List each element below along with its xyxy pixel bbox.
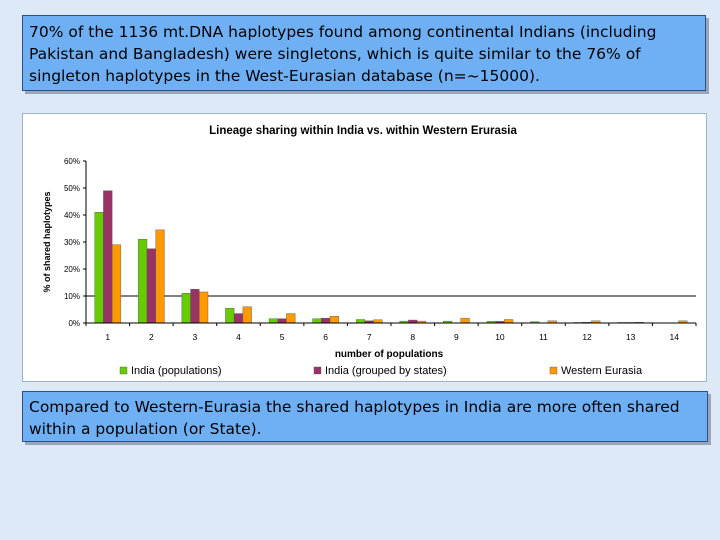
x-tick-label: 5 [280,332,285,342]
bar [460,317,470,324]
x-axis-label: number of populations [335,349,444,360]
bar [146,248,156,324]
x-tick-label: 7 [367,332,372,342]
x-tick-label: 14 [669,332,679,342]
legend-swatch [549,366,558,375]
bar [199,291,209,324]
x-tick-label: 10 [495,332,505,342]
bar [355,319,366,324]
chart-frame: Lineage sharing within India vs. within … [22,113,707,382]
bar [94,212,104,324]
y-tick-label: 30% [64,238,80,247]
bar [155,229,165,324]
y-tick-label: 60% [64,157,80,166]
bar [181,293,191,324]
y-tick-label: 40% [64,211,80,220]
bar [190,289,200,324]
bar [504,319,514,324]
y-tick-label: 0% [68,319,80,328]
bar [233,313,244,324]
bars [94,190,688,324]
x-tick-label: 8 [410,332,415,342]
x-tick-label: 3 [193,332,198,342]
bar [111,244,122,324]
legend-label: Western Eurasia [561,365,643,377]
legend-swatch [313,366,322,375]
bar [286,313,296,324]
bar [321,317,331,324]
bar [138,239,148,324]
y-tick-label: 10% [64,292,80,301]
x-tick-label: 13 [626,332,636,342]
y-tick-label: 50% [64,184,80,193]
legend-label: India (populations) [131,365,222,377]
bar [329,316,339,324]
bar [103,190,113,324]
x-tick-label: 11 [539,332,548,342]
bar [312,318,322,324]
chart-title: Lineage sharing within India vs. within … [209,125,517,137]
legend: India (populations) India (grouped by sta… [119,365,643,377]
legend-swatch [119,366,128,375]
x-tick-label: 1 [105,332,110,342]
caption-bottom-text: Compared to Western-Eurasia the shared h… [29,398,680,438]
bar [225,307,235,324]
caption-top-text: 70% of the 1136 mt.DNA haplotypes found … [29,23,657,85]
y-axis-label: % of shared haplotypes [42,191,52,292]
caption-top: 70% of the 1136 mt.DNA haplotypes found … [22,15,706,91]
x-tick-label: 6 [323,332,328,342]
axes: 0%10%20%30%40%50%60%1 2 3 4 5 6 7 8 9 10 11 12 13 14 [64,157,697,342]
bar [277,318,287,324]
y-tick-label: 20% [64,265,80,274]
bar [242,306,252,324]
caption-bottom: Compared to Western-Eurasia the shared h… [22,391,708,442]
x-tick-label: 12 [582,332,592,342]
legend-label: India (grouped by states) [325,365,447,377]
bar [268,318,278,324]
lineage-sharing-chart: Lineage sharing within India vs. within … [42,125,697,377]
x-tick-label: 9 [454,332,459,342]
x-tick-label: 2 [149,332,154,342]
x-tick-label: 4 [236,332,241,342]
